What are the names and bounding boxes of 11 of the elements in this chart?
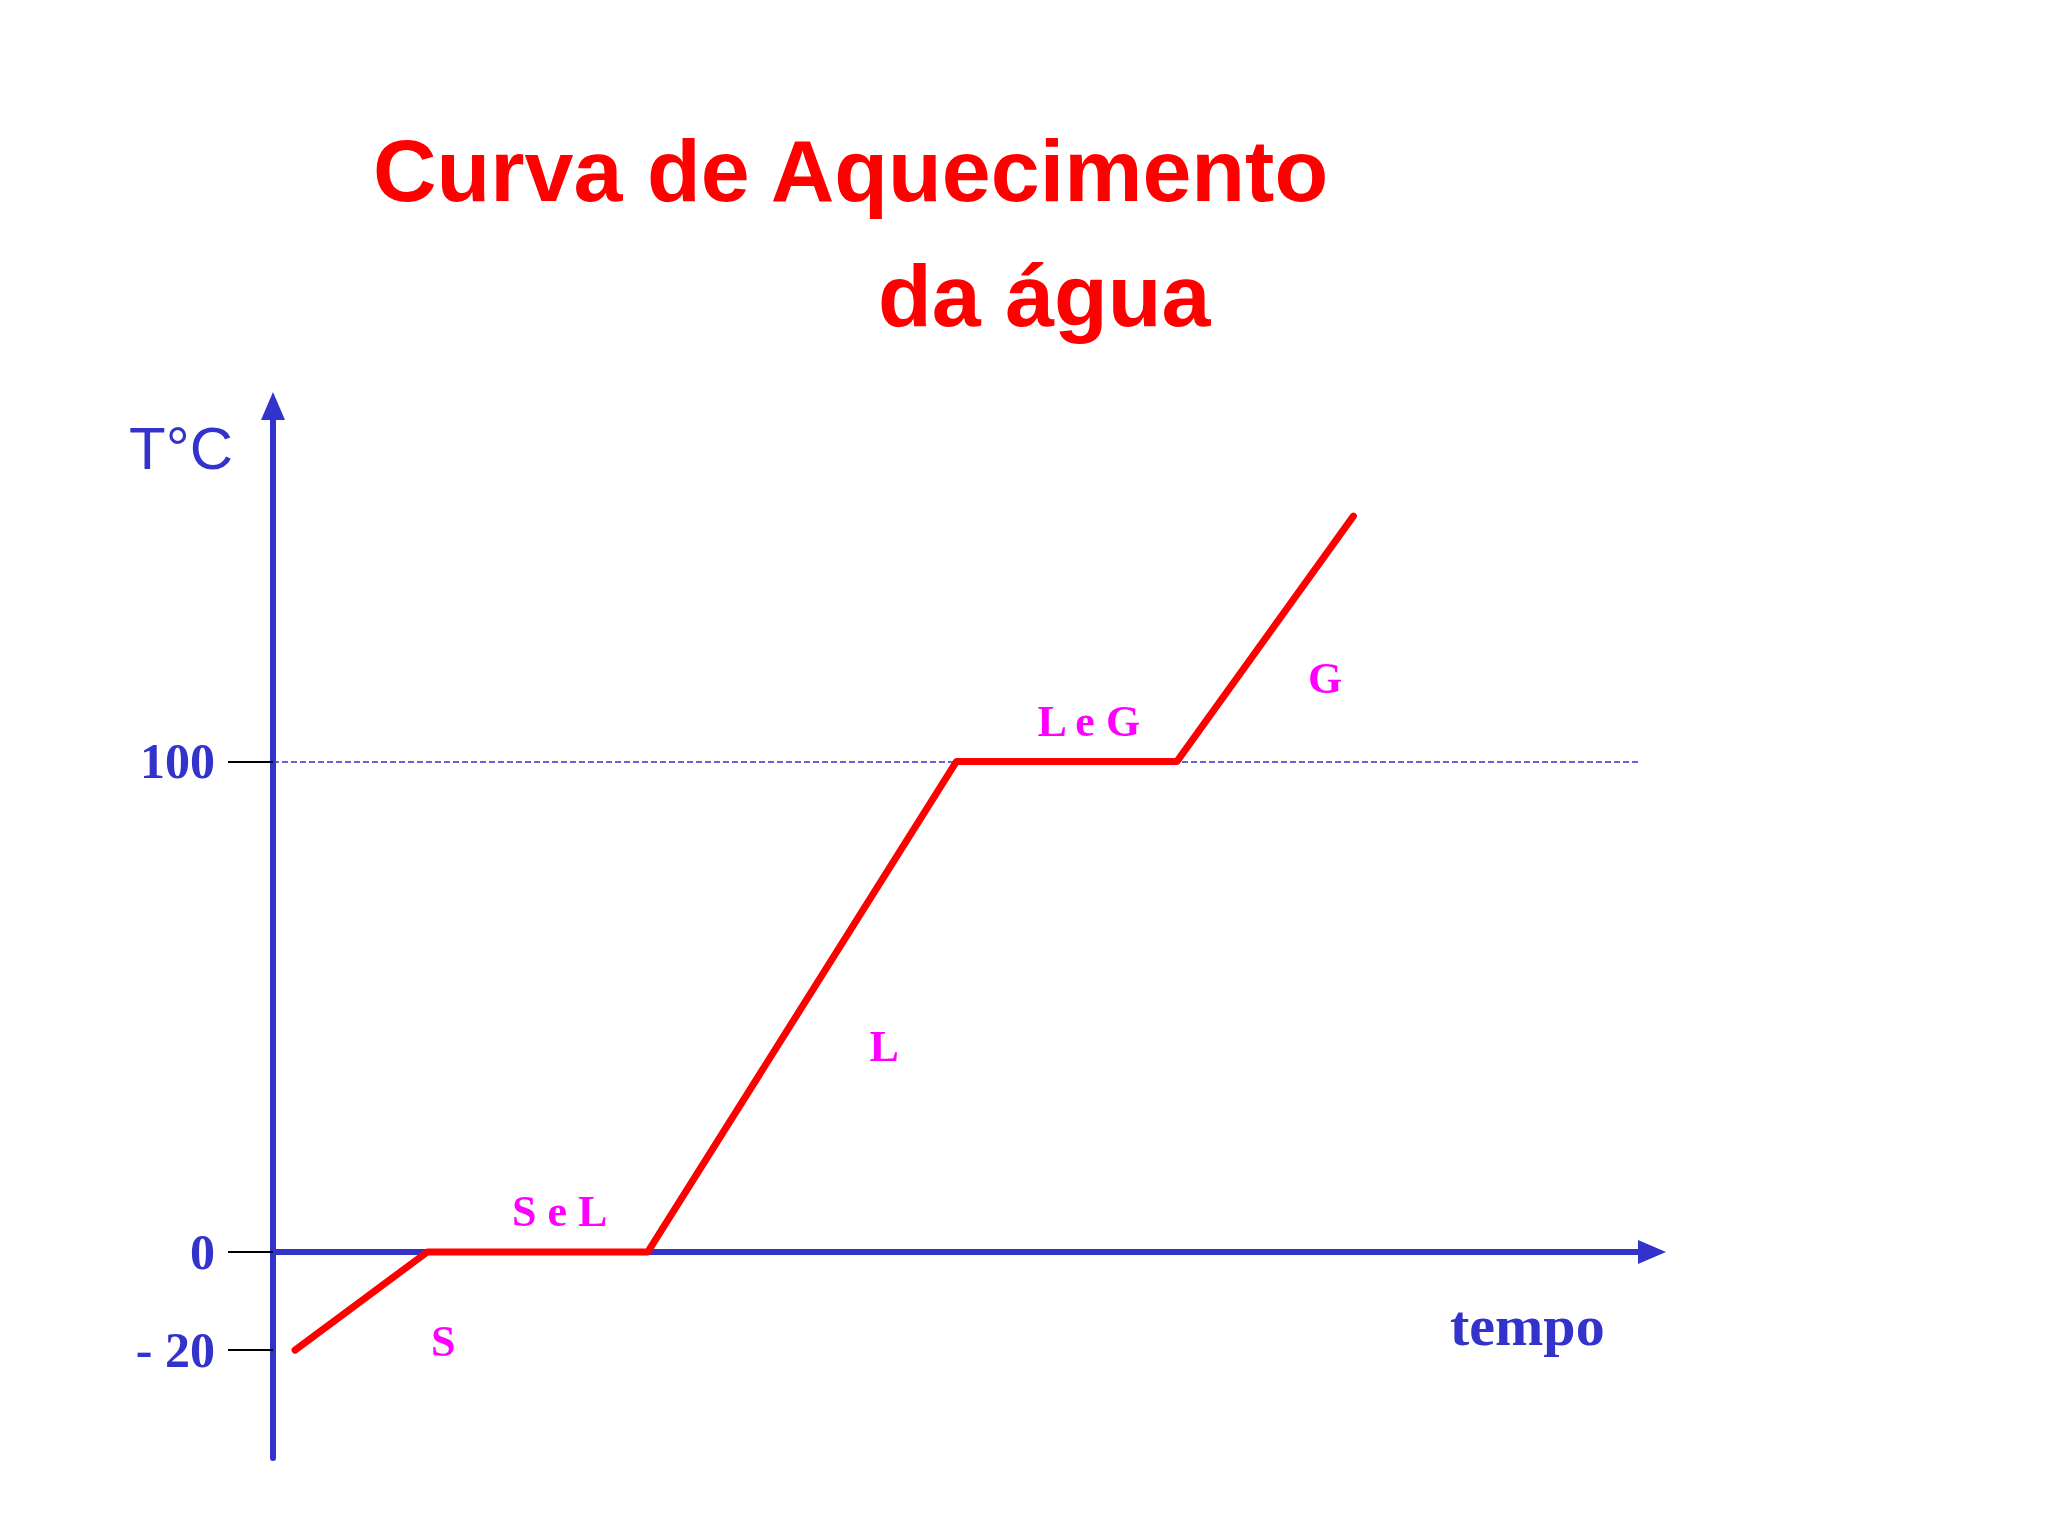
y-tick-label: - 20 xyxy=(135,1322,215,1379)
annotation: L xyxy=(869,1022,899,1072)
annotation: S e L xyxy=(511,1187,608,1237)
annotation: G xyxy=(1308,654,1343,704)
annotation: S xyxy=(431,1316,456,1366)
y-tick-label: 100 xyxy=(140,733,215,790)
chart-title: Curva de Aquecimento da água xyxy=(373,121,1329,345)
y-tick-label: 0 xyxy=(190,1223,215,1280)
y-axis-title: T°C xyxy=(129,414,233,482)
x-axis-title: tempo xyxy=(1450,1293,1605,1359)
annotation: L e G xyxy=(1037,696,1141,746)
